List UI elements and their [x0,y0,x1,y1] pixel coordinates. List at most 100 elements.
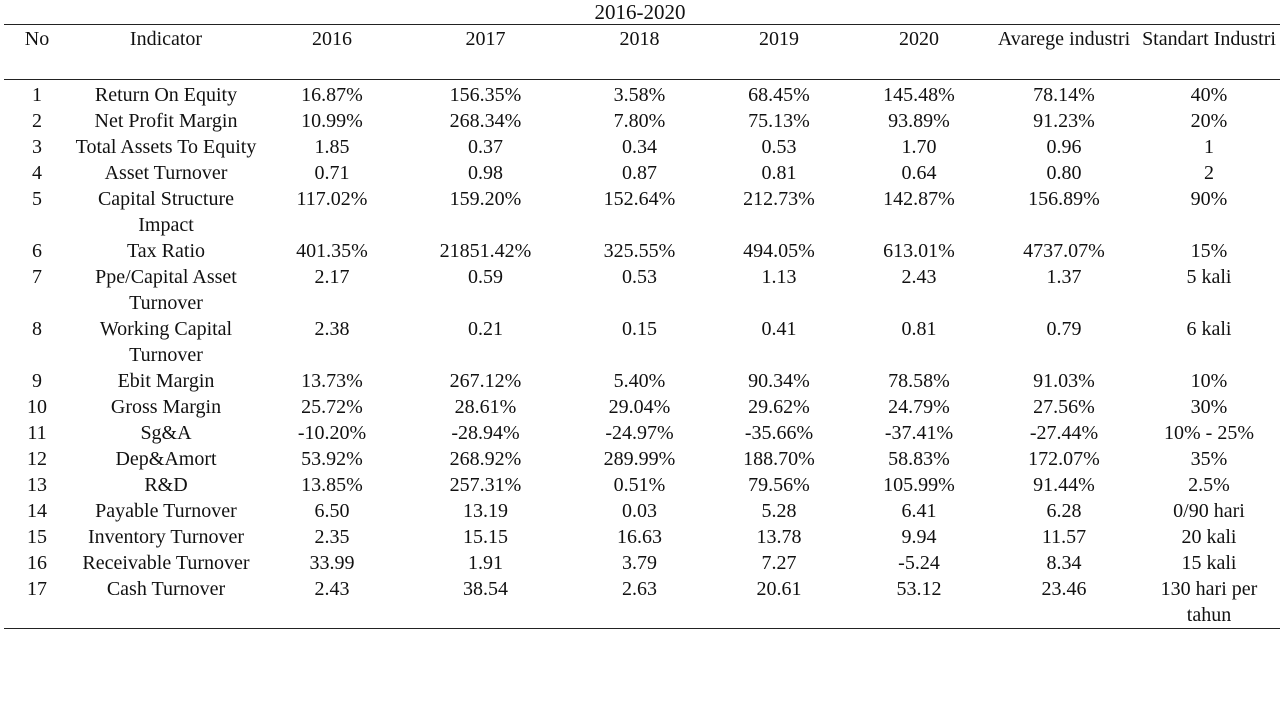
value-2017: 28.61% [454,396,517,418]
row-number: 11 [27,422,47,444]
industry-average: 4737.07% [1023,240,1105,262]
value-2018: 0.15 [622,318,657,340]
value-2017: 0.59 [468,266,503,288]
table-header: No Indicator 2016 2017 2018 2019 2020 Av… [4,24,1280,80]
value-2016: 1.85 [314,136,350,158]
industry-standard: 15 kali [1181,552,1237,574]
industry-average: 91.44% [1033,474,1095,496]
value-2017: 268.34% [449,110,522,132]
indicator-name: Ppe/Capital Asset Turnover [95,266,237,314]
value-2020: 145.48% [883,84,955,106]
row-number: 12 [27,448,47,470]
table-row: 13 R&D 13.85% 257.31% 0.51% 79.56% 105.99% 91.4… [4,472,1280,498]
row-number: 16 [27,552,47,574]
header-indicator: Indicator [129,28,203,50]
row-number: 3 [32,136,42,158]
value-2017: 21851.42% [439,240,532,262]
industry-standard: 1 [1204,136,1214,158]
header-2016: 2016 [312,28,352,50]
value-2018: 0.03 [622,500,657,522]
row-number: 15 [27,526,47,548]
industry-standard: 90% [1190,188,1228,210]
value-2017: 156.35% [449,84,522,106]
value-2019: 68.45% [748,84,810,106]
table-row: 7 Ppe/Capital Asset Turnover 2.17 0.59 0.53 1… [4,264,1280,316]
value-2020: 58.83% [888,448,950,470]
value-2018: -24.97% [605,422,674,444]
row-number: 6 [32,240,42,262]
table-caption: 2016-2020 [594,0,686,24]
indicator-name: Dep&Amort [115,448,217,470]
value-2019: 7.27 [761,552,797,574]
industry-average: 91.23% [1033,110,1095,132]
value-2016: 2.38 [314,318,350,340]
value-2017: 13.19 [463,500,508,522]
industry-standard: 130 hari per tahun [1160,578,1258,626]
industry-average: 6.28 [1046,500,1082,522]
table-row: 3 Total Assets To Equity 1.85 0.37 0.34 0.53 1… [4,134,1280,160]
value-2019: 0.53 [761,136,797,158]
value-2018: 0.34 [622,136,657,158]
industry-average: 0.96 [1046,136,1082,158]
industry-standard: 0/90 hari [1173,500,1245,522]
row-number: 9 [32,370,42,392]
industry-average: 27.56% [1033,396,1095,418]
value-2020: 24.79% [888,396,950,418]
indicator-name: Payable Turnover [95,500,237,522]
value-2017: 159.20% [449,188,522,210]
value-2016: 16.87% [301,84,363,106]
value-2016: 2.17 [314,266,350,288]
table-row: 14 Payable Turnover 6.50 13.19 0.03 5.28 6.41 6… [4,498,1280,524]
value-2017: 257.31% [449,474,522,496]
indicator-name: Asset Turnover [104,162,228,184]
table-row: 2 Net Profit Margin 10.99% 268.34% 7.80% 75.1… [4,108,1280,134]
table-row: 6 Tax Ratio 401.35% 21851.42% 325.55% 494.05%… [4,238,1280,264]
indicator-name: R&D [144,474,188,496]
industry-standard: 10% [1190,370,1228,392]
value-2020: 78.58% [888,370,950,392]
indicator-name: Return On Equity [94,84,238,106]
value-2020: 6.41 [901,500,937,522]
value-2019: 29.62% [748,396,810,418]
value-2016: -10.20% [297,422,367,444]
row-number: 17 [27,578,47,600]
value-2018: 29.04% [608,396,671,418]
indicator-name: Working Capital Turnover [99,318,233,366]
industry-standard: 15% [1190,240,1228,262]
industry-standard: 5 kali [1186,266,1232,288]
value-2020: 93.89% [888,110,950,132]
value-2019: 0.41 [761,318,797,340]
indicator-name: Ebit Margin [117,370,215,392]
table-row: 11 Sg&A -10.20% -28.94% -24.97% -35.66% -37.41… [4,420,1280,446]
header-no: No [24,28,50,50]
value-2020: 1.70 [901,136,937,158]
header-2018: 2018 [619,28,660,50]
row-number: 13 [27,474,47,496]
header-industry-average: Avarege industri [997,28,1131,50]
value-2018: 2.63 [622,578,657,600]
table-row: 4 Asset Turnover 0.71 0.98 0.87 0.81 0.64 0.80 2 [4,160,1280,186]
industry-average: 0.79 [1046,318,1082,340]
table-row: 12 Dep&Amort 53.92% 268.92% 289.99% 188.70% 58… [4,446,1280,472]
value-2020: -37.41% [884,422,954,444]
value-2016: 53.92% [301,448,363,470]
table-row: 16 Receivable Turnover 33.99 1.91 3.79 7.27 -5… [4,550,1280,576]
row-number: 4 [32,162,42,184]
table-body: 1 Return On Equity 16.87% 156.35% 3.58% 68.45… [4,80,1280,629]
industry-standard: 2 [1204,162,1214,184]
value-2020: 142.87% [883,188,955,210]
value-2017: 267.12% [449,370,522,392]
indicator-name: Net Profit Margin [94,110,238,132]
indicator-name: Cash Turnover [106,578,226,600]
value-2016: 117.02% [296,188,368,210]
row-number: 10 [27,396,47,418]
industry-average: 11.57 [1041,526,1087,548]
industry-standard: 20% [1190,110,1228,132]
value-2017: 268.92% [449,448,522,470]
indicator-name: Inventory Turnover [87,526,245,548]
row-number: 2 [32,110,42,132]
table-row: 15 Inventory Turnover 2.35 15.15 16.63 13.78 9… [4,524,1280,550]
industry-standard: 20 kali [1181,526,1237,548]
value-2020: 2.43 [901,266,937,288]
value-2016: 10.99% [301,110,363,132]
